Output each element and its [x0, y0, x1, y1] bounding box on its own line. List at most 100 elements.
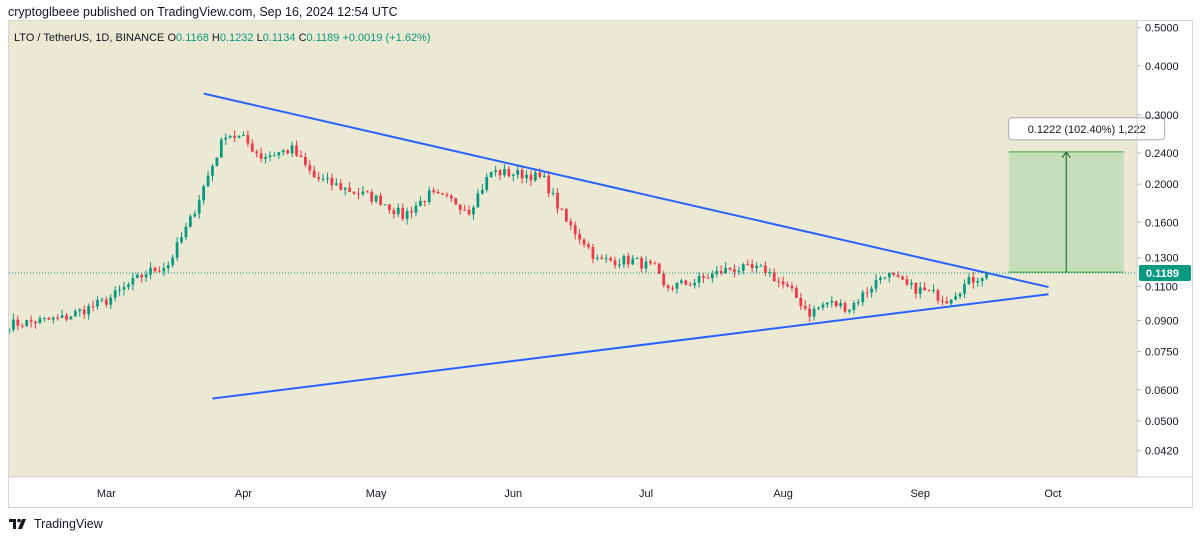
candle-body [910, 282, 913, 285]
price-tick-label: 0.1300 [1145, 253, 1179, 265]
candle-body [649, 261, 652, 264]
candle-body [304, 157, 307, 165]
candle-body [932, 290, 935, 292]
time-tick-label: Aug [773, 488, 793, 500]
candle-body [228, 135, 232, 138]
candle-body [246, 135, 250, 144]
candle-body [963, 284, 966, 294]
candle-body [281, 150, 285, 153]
candle-body [684, 280, 688, 285]
candle-body [759, 265, 763, 267]
candle-body [971, 277, 975, 283]
candle-body [149, 267, 152, 275]
candle-body [166, 265, 170, 269]
candle-body [923, 287, 927, 291]
candle-body [361, 191, 365, 195]
candle-body [43, 317, 46, 319]
candle-body [808, 308, 812, 317]
candle-body [967, 277, 971, 285]
candle-body [34, 321, 37, 324]
candle-body [856, 302, 860, 304]
candle-body [936, 290, 940, 301]
candle-body [887, 272, 891, 278]
candle-body [494, 170, 497, 172]
open-label: O [167, 32, 177, 44]
candle-body [715, 271, 719, 274]
candle-body [9, 329, 11, 332]
candle-body [454, 198, 458, 205]
candle-body [51, 317, 55, 320]
candle-body [511, 174, 515, 176]
tradingview-brand-label: TradingView [34, 517, 103, 531]
candle-body [343, 187, 347, 190]
chart-pane[interactable]: 0.1222 (102.40%) 1,222 0.5000 0.4000 0.3000… [8, 20, 1193, 508]
candle-body [233, 135, 236, 138]
candle-body [286, 150, 290, 154]
candles-layer [9, 130, 988, 335]
time-tick-label: Jul [639, 488, 653, 500]
candle-body [671, 287, 674, 289]
symbol-label[interactable]: LTO / TetherUS, 1D, BINANCE [14, 32, 165, 44]
price-tick-label: 0.3000 [1145, 110, 1179, 122]
candle-body [401, 207, 405, 219]
candle-body [697, 276, 701, 283]
candle-body [905, 279, 909, 285]
candle-body [449, 195, 453, 199]
candle-body [396, 207, 400, 215]
time-tick-label: Apr [235, 488, 252, 500]
price-chart[interactable]: 0.1222 (102.40%) 1,222 0.5000 0.4000 0.3000… [9, 21, 1193, 508]
candle-body [680, 280, 683, 283]
candle-body [392, 210, 396, 215]
candle-body [582, 239, 586, 245]
candle-body [485, 176, 489, 190]
candle-body [104, 299, 108, 305]
candle-body [458, 204, 462, 210]
price-tick-label: 0.1100 [1145, 281, 1178, 293]
candle-body [772, 272, 776, 282]
candle-body [777, 281, 781, 283]
candle-body [573, 225, 577, 235]
candle-body [821, 304, 825, 308]
candle-body [206, 175, 210, 187]
candle-body [127, 284, 130, 287]
candle-body [874, 279, 878, 289]
tradingview-logo-icon[interactable] [9, 518, 29, 530]
candle-body [542, 175, 546, 177]
candle-body [958, 293, 962, 297]
candle-body [901, 276, 904, 280]
candle-body [817, 307, 820, 309]
publisher-caption: cryptoglbeee published on TradingView.co… [8, 5, 398, 19]
candle-body [20, 325, 24, 327]
candle-body [861, 292, 865, 303]
candle-body [312, 170, 316, 178]
target-label-box [1008, 117, 1166, 141]
low-label: L [256, 32, 263, 44]
candle-body [503, 169, 506, 176]
candle-body [69, 316, 73, 320]
candle-body [436, 192, 440, 194]
candle-body [264, 157, 267, 159]
candle-body [180, 237, 183, 243]
candle-body [631, 258, 635, 265]
candle-body [113, 290, 117, 298]
candle-body [786, 284, 789, 287]
candle-body [927, 290, 931, 292]
candle-body [719, 271, 723, 274]
plot-area [9, 21, 1137, 477]
price-tick-label: 0.2000 [1145, 179, 1179, 191]
candle-body [507, 169, 511, 176]
last-price-tag-label: 0.1189 [1146, 268, 1179, 280]
open-value: 0.1168 [176, 32, 209, 44]
candle-body [383, 204, 387, 206]
candle-body [268, 155, 272, 158]
time-tick-label: Sep [910, 488, 930, 500]
candle-body [162, 268, 166, 272]
candle-body [290, 145, 294, 154]
candle-body [640, 258, 643, 269]
candle-body [441, 193, 444, 195]
candle-body [781, 281, 785, 285]
candle-body [472, 207, 475, 215]
candle-body [135, 274, 139, 278]
candle-body [657, 263, 661, 274]
candle-body [560, 208, 564, 210]
